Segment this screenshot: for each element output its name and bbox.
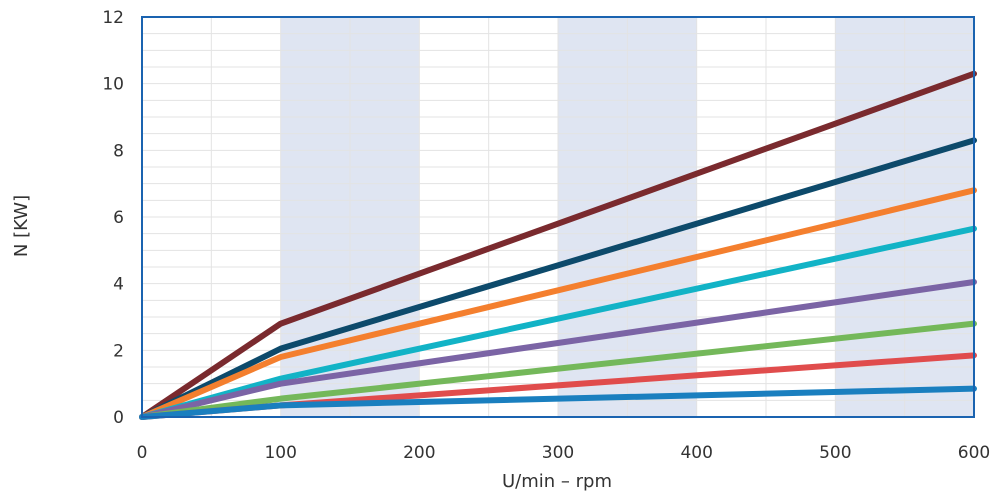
- series-lines: [139, 70, 977, 420]
- y-axis-title: N [KW]: [11, 195, 32, 257]
- y-tick-label: 6: [113, 208, 124, 228]
- x-tick-label: 600: [958, 443, 990, 463]
- series-line-5: [139, 279, 977, 420]
- x-tick-label: 400: [680, 443, 712, 463]
- series-line-8: [139, 385, 977, 420]
- y-tick-label: 0: [113, 408, 124, 428]
- y-tick-label: 12: [102, 8, 124, 28]
- series-line-1: [139, 70, 977, 420]
- y-tick-label: 8: [113, 141, 124, 161]
- x-tick-label: 200: [403, 443, 435, 463]
- x-tick-label: 100: [264, 443, 296, 463]
- y-tick-label: 10: [102, 75, 124, 95]
- x-tick-label: 300: [542, 443, 574, 463]
- y-tick-labels: 0 2 4 6 8 10 12: [102, 8, 124, 428]
- y-tick-label: 2: [113, 341, 124, 361]
- series-line-3: [139, 187, 977, 420]
- x-tick-label: 500: [819, 443, 851, 463]
- x-axis-title: U/min – rpm: [502, 471, 612, 492]
- x-tick-label: 0: [137, 443, 148, 463]
- plot-frame: [141, 16, 975, 418]
- y-tick-label: 4: [113, 275, 124, 295]
- x-tick-labels: 0 100 200 300 400 500 600: [137, 443, 991, 463]
